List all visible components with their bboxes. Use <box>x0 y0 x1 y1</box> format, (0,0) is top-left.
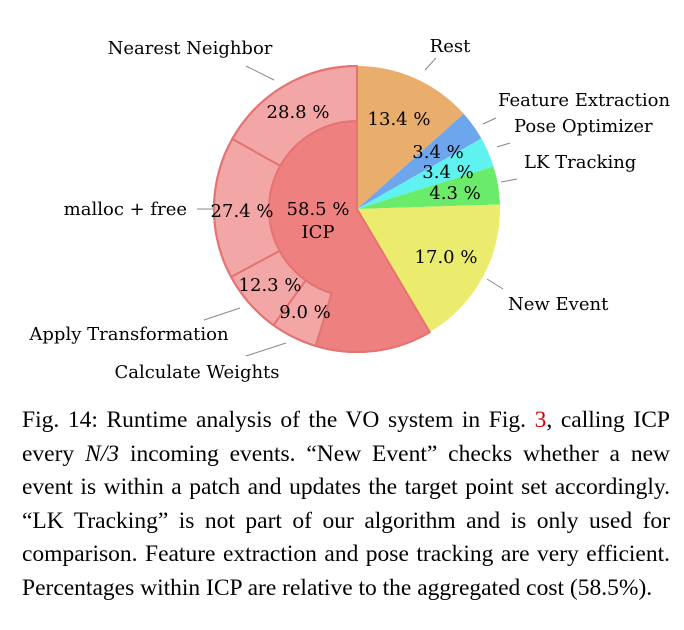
nearest-neighbor-value-label: 28.8 % <box>267 102 330 123</box>
pose-optimizer-value-label: 3.4 % <box>422 162 473 183</box>
new-event-category-label: New Event <box>508 294 609 315</box>
calculate-weights-leader <box>245 342 287 357</box>
caption-math: N/3 <box>85 440 120 467</box>
new-event-value-label: 17.0 % <box>415 247 478 268</box>
calculate-weights-category-label: Calculate Weights <box>114 362 279 383</box>
nearest-neighbor-leader <box>245 65 275 81</box>
pie-labels: 13.4 % 3.4 % 3.4 % 4.3 % 17.0 % 58.5 % I… <box>28 36 670 383</box>
new-event-leader <box>486 278 504 290</box>
malloc-free-category-label: malloc + free <box>64 199 187 220</box>
nearest-neighbor-category-label: Nearest Neighbor <box>108 38 273 59</box>
caption-part3: incoming events. “New Event” checks whet… <box>22 440 671 601</box>
lk-tracking-value-label: 4.3 % <box>429 183 480 204</box>
figure-caption: Fig. 14: Runtime analysis of the VO syst… <box>22 404 670 605</box>
icp-value-label: 58.5 % <box>287 199 350 220</box>
lk-tracking-slice <box>357 166 500 209</box>
new-event-slice <box>357 204 500 333</box>
icp-outline <box>213 65 431 353</box>
pose-optimizer-category-label: Pose Optimizer <box>514 116 653 137</box>
figure-reference-link[interactable]: 3 <box>534 407 547 433</box>
icp-breakdown-slices <box>213 64 431 353</box>
calculate-weights-value-label: 9.0 % <box>279 302 330 323</box>
pose-optimizer-leader <box>496 142 511 148</box>
caption-prefix: Fig. 14: Runtime analysis of the VO syst… <box>22 407 526 433</box>
rest-leader <box>424 57 437 71</box>
lk-tracking-leader <box>500 178 518 183</box>
rest-value-label: 13.4 % <box>368 109 431 130</box>
icp-center-label: ICP <box>302 222 335 243</box>
pose-optimizer-slice <box>357 138 494 209</box>
apply-transformation-leader <box>203 307 241 321</box>
feature-extraction-value-label: 3.4 % <box>412 142 463 163</box>
apply-transformation-category-label: Apply Transformation <box>28 324 229 345</box>
feature-extraction-category-label: Feature Extraction <box>498 90 670 111</box>
caption-part2: , calling ICP every <box>22 407 670 467</box>
runtime-pie-chart: 13.4 % 3.4 % 3.4 % 4.3 % 17.0 % 58.5 % I… <box>28 36 670 383</box>
rest-slice <box>357 66 464 209</box>
rest-category-label: Rest <box>430 36 471 57</box>
leader-lines <box>197 57 518 357</box>
feature-extraction-slice <box>357 113 482 209</box>
feature-extraction-leader <box>482 117 497 125</box>
malloc-free-value-label: 27.4 % <box>211 201 274 222</box>
apply-transformation-value-label: 12.3 % <box>239 275 302 296</box>
lk-tracking-category-label: LK Tracking <box>524 152 636 173</box>
